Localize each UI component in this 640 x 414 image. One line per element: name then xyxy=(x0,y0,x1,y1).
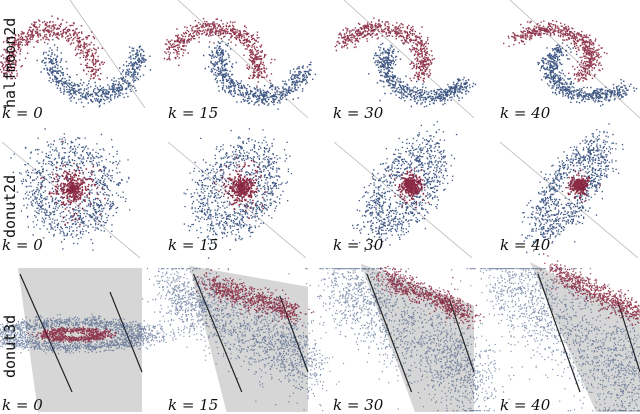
class-b-dots xyxy=(334,17,436,83)
class-a-dots-points xyxy=(183,128,293,259)
boundary-line-left xyxy=(366,273,413,393)
class-b-dots-points xyxy=(389,167,430,209)
class-a-dots xyxy=(0,313,177,355)
class-b-dots xyxy=(27,326,117,344)
panel-donut3d-0 xyxy=(0,268,177,412)
class-b-dots-points xyxy=(565,169,601,203)
guide-line xyxy=(509,0,640,119)
class-b-dots xyxy=(389,167,430,209)
panel-donut2d-2 xyxy=(333,121,473,259)
panel-label-donut3d-2: k = 30 xyxy=(333,396,384,414)
class-a-dots-points xyxy=(368,42,477,108)
panel-label-halfmoon2d-1: k = 15 xyxy=(168,104,218,122)
guide-line xyxy=(177,0,309,119)
class-b-dots xyxy=(39,140,106,226)
class-a-dots-points xyxy=(203,40,317,110)
class-b-dots-points xyxy=(373,265,485,329)
boundary-line-right xyxy=(448,299,475,373)
row-label-donut3d: donut3d xyxy=(1,315,19,378)
class-b-dots-points xyxy=(334,17,436,83)
class-a-dots xyxy=(36,39,152,108)
panel-label-donut2d-3: k = 40 xyxy=(500,236,551,254)
class-b-dots xyxy=(195,269,315,327)
class-b-dots xyxy=(163,18,276,87)
class-a-dots xyxy=(368,42,477,108)
class-a-dots-points xyxy=(521,123,624,256)
panel-label-donut3d-3: k = 40 xyxy=(500,396,551,414)
projection-plane xyxy=(530,262,640,412)
class-a-dots-points xyxy=(352,121,458,252)
class-a-dots-points xyxy=(10,128,131,251)
panel-donut3d-1 xyxy=(141,265,345,412)
projection-plane xyxy=(189,265,308,412)
row-label-halfmoon2d: halfmoon2d xyxy=(1,18,19,108)
panel-donut2d-1 xyxy=(167,128,307,259)
class-a-dots xyxy=(183,128,293,259)
labels-layer: halfmoon2d donut2d donut3d k = 0 k = 15 … xyxy=(1,18,551,414)
class-a-dots xyxy=(521,123,624,256)
class-b-dots xyxy=(373,265,485,329)
class-a-dots xyxy=(288,268,515,412)
panel-halfmoon2d-0 xyxy=(0,0,152,109)
panel-donut2d-3 xyxy=(499,123,639,259)
class-a-dots xyxy=(352,121,458,252)
panel-donut2d-0 xyxy=(1,128,141,259)
class-b-dots xyxy=(0,15,105,81)
panel-label-donut2d-0: k = 0 xyxy=(2,236,43,254)
panel-halfmoon2d-1 xyxy=(163,0,317,119)
row-label-donut2d: donut2d xyxy=(1,175,19,238)
class-b-dots-points xyxy=(213,156,267,219)
class-a-dots xyxy=(141,268,345,412)
panel-label-halfmoon2d-2: k = 30 xyxy=(333,104,384,122)
boundary-line-right xyxy=(617,301,640,373)
panel-label-halfmoon2d-3: k = 40 xyxy=(500,104,551,122)
class-b-dots xyxy=(503,20,608,82)
class-a-dots xyxy=(203,40,317,110)
class-a-dots-points xyxy=(537,42,638,107)
class-b-dots-points xyxy=(503,20,608,82)
panel-label-donut3d-1: k = 15 xyxy=(168,396,218,414)
class-a-dots-points xyxy=(460,268,640,412)
guide-line xyxy=(343,0,475,119)
class-b-dots-points xyxy=(27,326,117,344)
class-a-dots xyxy=(537,42,638,107)
boundary-line-left xyxy=(192,273,243,393)
class-b-dots xyxy=(213,156,267,219)
class-a-dots xyxy=(10,128,131,251)
class-a-dots-points xyxy=(36,39,152,108)
panel-donut3d-3 xyxy=(460,253,640,412)
class-a-dots-points xyxy=(288,268,515,412)
panel-label-donut3d-0: k = 0 xyxy=(2,396,43,414)
panel-label-donut2d-1: k = 15 xyxy=(168,236,218,254)
class-a-dots-points xyxy=(141,268,345,412)
class-a-dots-points xyxy=(0,313,177,355)
class-b-dots-points xyxy=(39,140,106,226)
guide-line xyxy=(1,141,141,259)
guide-line xyxy=(69,0,146,109)
boundary-line-right xyxy=(109,291,143,373)
class-b-dots-points xyxy=(163,18,276,87)
panel-label-halfmoon2d-0: k = 0 xyxy=(2,104,43,122)
class-b-dots-points xyxy=(195,269,315,327)
class-a-dots xyxy=(460,268,640,412)
panel-halfmoon2d-3 xyxy=(503,0,640,119)
panel-label-donut2d-2: k = 30 xyxy=(333,236,384,254)
class-b-dots-points xyxy=(0,15,105,81)
panel-halfmoon2d-2 xyxy=(334,0,477,119)
class-b-dots xyxy=(565,169,601,203)
panel-donut3d-2 xyxy=(288,263,515,412)
